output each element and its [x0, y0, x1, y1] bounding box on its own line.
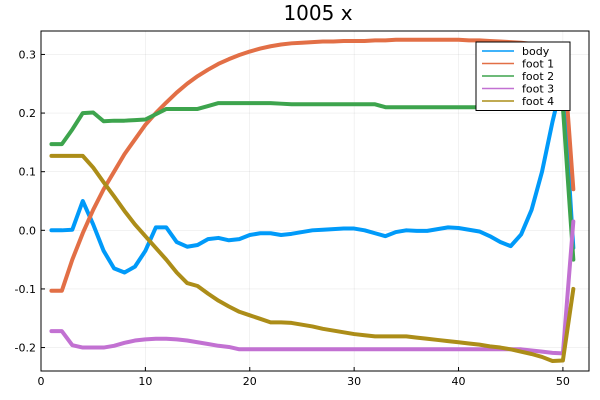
- series-line-foot-4: [49, 153, 576, 364]
- series-line-foot-1: [49, 37, 576, 293]
- y-tick-label: 0.2: [19, 107, 37, 120]
- legend-label: foot 2: [522, 70, 554, 83]
- x-tick-label: 50: [556, 375, 570, 388]
- legend-label: body: [522, 45, 550, 58]
- series-line-foot-3: [49, 219, 576, 356]
- plot-frame: [40, 30, 590, 372]
- y-tick-label: 0.1: [19, 166, 37, 179]
- axis-ticks: 0 10 20 30 40 50 -0.2 -0.1 0.0 0.1 0.2 0.3: [15, 48, 570, 388]
- y-tick-label: 0.3: [19, 48, 37, 61]
- legend-label: foot 4: [522, 95, 554, 108]
- y-tick-label: -0.1: [15, 283, 36, 296]
- x-tick-label: 20: [243, 375, 257, 388]
- y-tick-label: -0.2: [15, 342, 36, 355]
- x-tick-label: 40: [452, 375, 466, 388]
- series-layer: [49, 37, 576, 364]
- y-tick-label: 0.0: [19, 224, 37, 237]
- legend-label: foot 1: [522, 58, 554, 71]
- legend-label: foot 3: [522, 83, 554, 96]
- chart-title: 1005 x: [283, 1, 352, 25]
- x-tick-label: 10: [138, 375, 152, 388]
- x-tick-label: 30: [347, 375, 361, 388]
- series-line-body: [49, 75, 576, 275]
- x-tick-label: 0: [38, 375, 45, 388]
